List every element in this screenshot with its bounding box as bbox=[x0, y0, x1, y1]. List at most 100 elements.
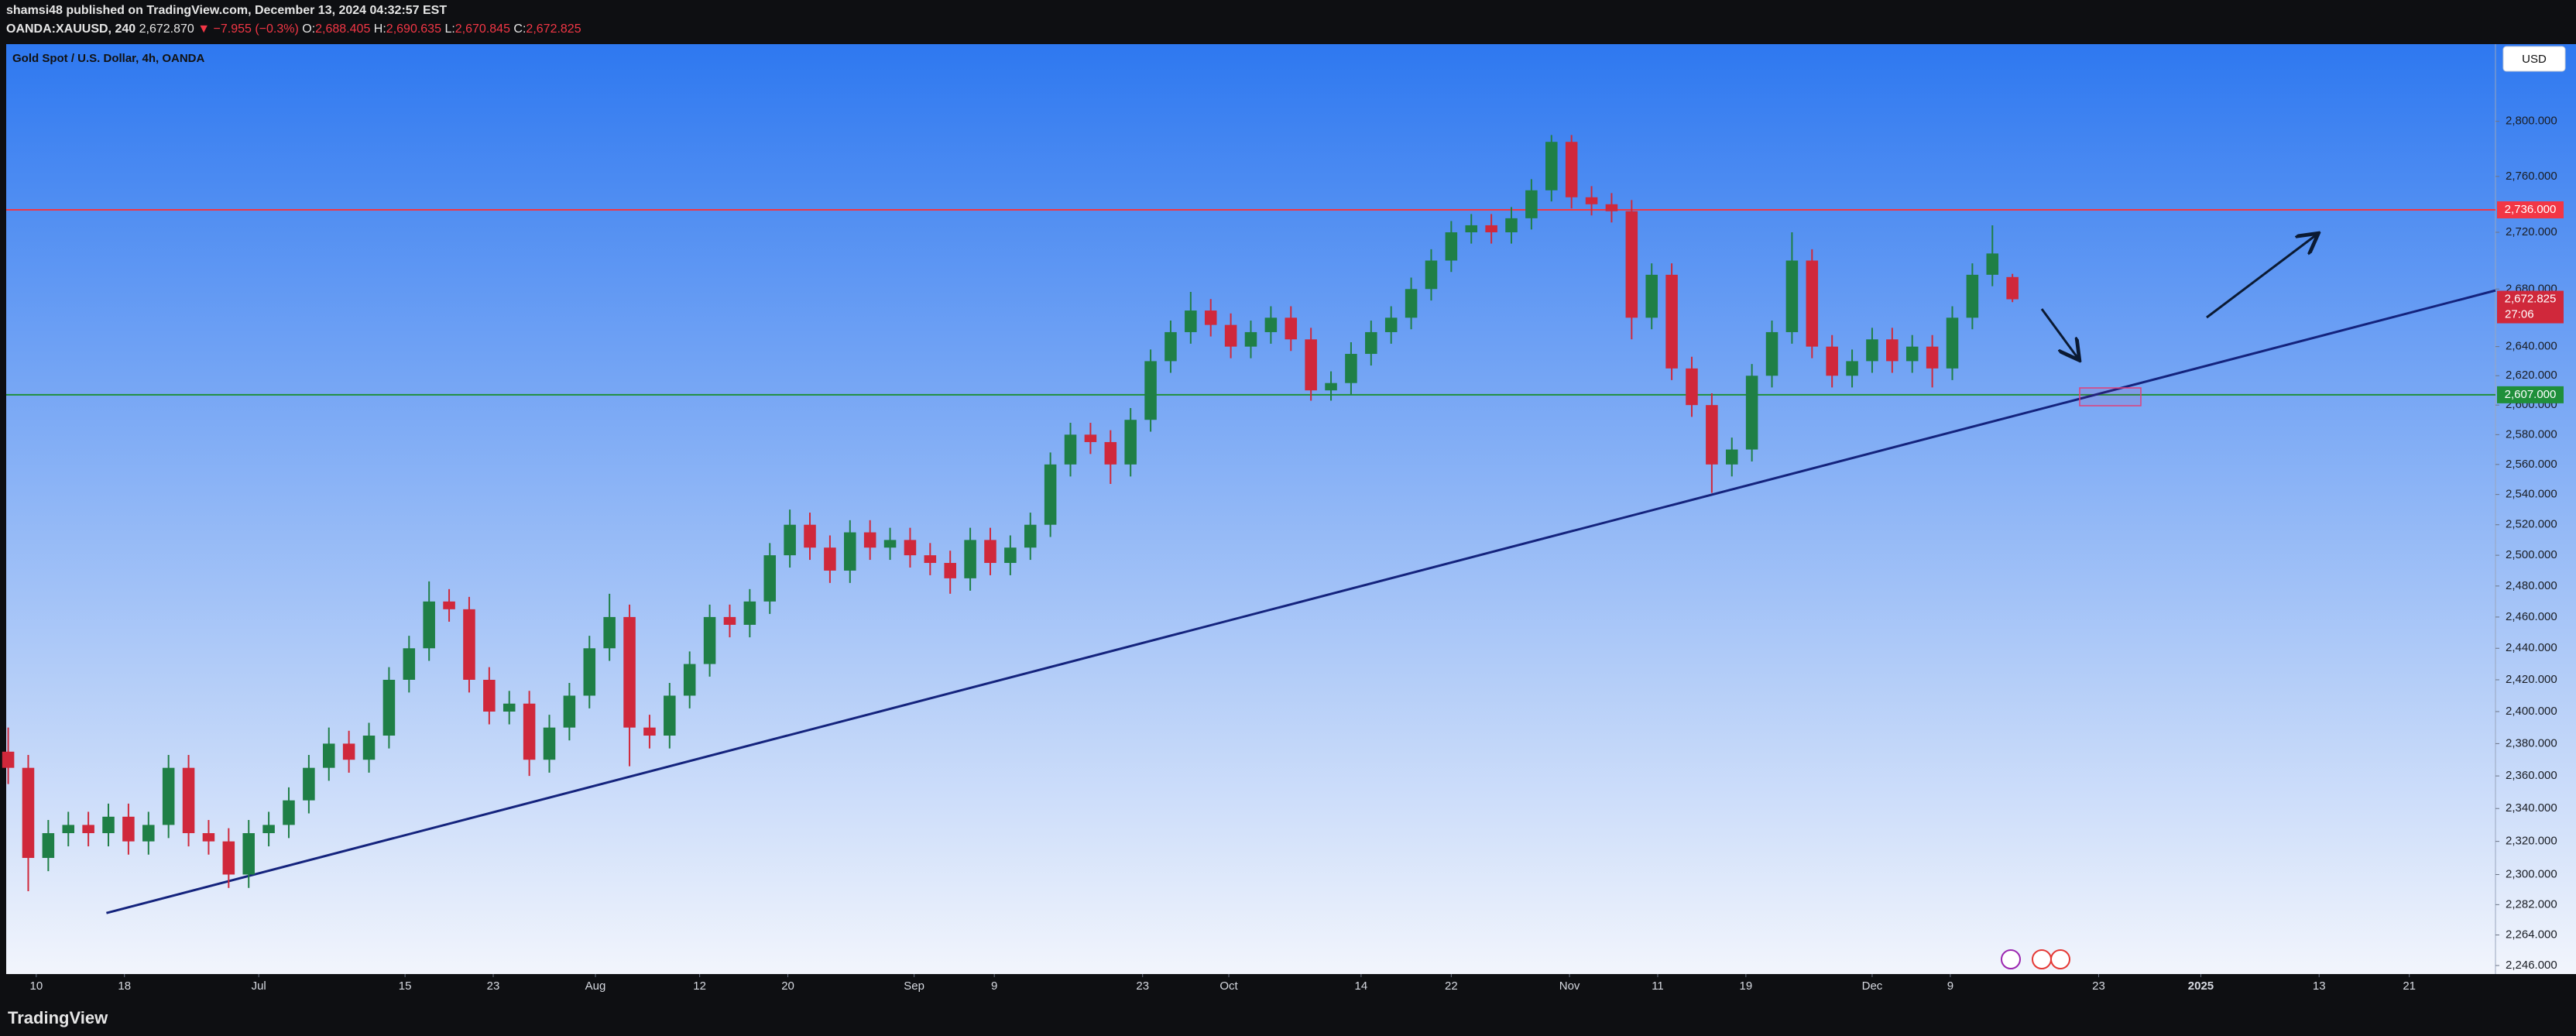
currency-button[interactable] bbox=[2502, 46, 2566, 72]
y-tick-label: 2,360.000 bbox=[2506, 769, 2557, 782]
flag-icon[interactable] bbox=[2050, 949, 2070, 969]
open-value: 2,688.405 bbox=[315, 22, 371, 36]
candle-body bbox=[1765, 331, 1779, 376]
author-line-text: shamsi48 published on TradingView.com, D… bbox=[6, 4, 448, 17]
current-price-badge bbox=[2497, 290, 2564, 324]
candle-body bbox=[1384, 317, 1398, 332]
candle-body bbox=[2006, 276, 2019, 300]
y-tick-label: 2,800.000 bbox=[2506, 115, 2557, 128]
top-bar: shamsi48 published on TradingView.com, D… bbox=[0, 0, 2576, 43]
up-arrow bbox=[2206, 235, 2317, 319]
candle-body bbox=[643, 727, 656, 736]
candle-body bbox=[1084, 434, 1097, 442]
candle-body bbox=[863, 532, 876, 548]
candle-body bbox=[1946, 317, 1959, 369]
candle-body bbox=[944, 563, 956, 578]
high-value: 2,690.635 bbox=[386, 22, 441, 36]
candle-body bbox=[82, 825, 94, 834]
symbol: OANDA:XAUUSD, 240 bbox=[6, 22, 136, 36]
candle-body bbox=[904, 540, 917, 556]
candle-body bbox=[1785, 260, 1799, 332]
candle-body bbox=[1686, 368, 1698, 406]
x-tick-label: Oct bbox=[1219, 979, 1238, 993]
y-tick-label: 2,246.000 bbox=[2506, 959, 2557, 972]
flag-icon[interactable] bbox=[2032, 949, 2052, 969]
candle-body bbox=[1565, 142, 1578, 197]
y-tick-label: 2,480.000 bbox=[2506, 579, 2557, 592]
candle-body bbox=[563, 695, 576, 728]
candle-body bbox=[1024, 524, 1037, 548]
x-tick-label: Nov bbox=[1559, 979, 1580, 993]
plot-layer bbox=[2, 135, 2496, 914]
plot-background bbox=[6, 44, 2576, 974]
candle-body bbox=[1585, 197, 1598, 204]
x-tick-label: 18 bbox=[118, 979, 131, 993]
candle-body bbox=[1986, 253, 1999, 275]
trendline bbox=[106, 289, 2496, 914]
x-tick-label: 22 bbox=[1445, 979, 1458, 993]
candle-body bbox=[1345, 354, 1357, 383]
candle-body bbox=[1185, 310, 1197, 332]
candle-body bbox=[1866, 339, 1878, 362]
candle-body bbox=[523, 703, 536, 760]
level-badge bbox=[2497, 386, 2564, 403]
candle-body bbox=[1144, 361, 1157, 420]
candle-body bbox=[443, 601, 455, 609]
legend-title: Gold Spot / U.S. Dollar, 4h, OANDA bbox=[12, 52, 205, 65]
candle-body bbox=[423, 601, 435, 649]
candle-body bbox=[623, 616, 636, 728]
currency-label[interactable]: USD bbox=[2522, 53, 2547, 66]
candle-body bbox=[503, 703, 516, 712]
candle-body bbox=[924, 555, 937, 564]
candle-body bbox=[1525, 190, 1538, 218]
candle-body bbox=[262, 825, 275, 834]
event-icon[interactable] bbox=[2001, 949, 2021, 969]
x-tick-label: 15 bbox=[399, 979, 412, 993]
y-tick-label: 2,720.000 bbox=[2506, 225, 2557, 238]
candle-body bbox=[1004, 547, 1017, 564]
candle-body bbox=[743, 601, 756, 625]
candle-body bbox=[1966, 274, 1979, 318]
candle-body bbox=[1665, 274, 1678, 369]
x-tick-label: Sep bbox=[904, 979, 924, 993]
candle-body bbox=[1485, 225, 1497, 233]
y-tick-label: 2,282.000 bbox=[2506, 897, 2557, 911]
y-tick-label: 2,300.000 bbox=[2506, 867, 2557, 880]
candle-body bbox=[763, 555, 777, 602]
candle-body bbox=[342, 743, 355, 760]
candle-body bbox=[142, 825, 155, 842]
x-tick-label: Dec bbox=[1862, 979, 1883, 993]
low-value: 2,670.845 bbox=[454, 22, 510, 36]
x-tick-label: 14 bbox=[1355, 979, 1368, 993]
candle-body bbox=[242, 833, 255, 875]
candle-body bbox=[543, 727, 556, 760]
candle-body bbox=[1365, 331, 1377, 355]
x-tick-label: 21 bbox=[2403, 979, 2416, 993]
candle-body bbox=[222, 841, 235, 875]
candle-body bbox=[1165, 331, 1177, 362]
candle-body bbox=[463, 609, 475, 680]
candle-body bbox=[1325, 382, 1337, 391]
candle-body bbox=[664, 695, 676, 736]
level-badge-label: 2,736.000 bbox=[2505, 203, 2557, 216]
y-tick-label: 2,380.000 bbox=[2506, 736, 2557, 750]
candle-body bbox=[1445, 232, 1458, 261]
candle-body bbox=[42, 833, 55, 859]
candle-body bbox=[1044, 464, 1057, 525]
y-tick-label: 2,520.000 bbox=[2506, 518, 2557, 531]
candle-body bbox=[362, 736, 376, 760]
target-box bbox=[2079, 387, 2142, 407]
y-tick-label: 2,460.000 bbox=[2506, 610, 2557, 623]
candle-body bbox=[1285, 317, 1298, 340]
candle-body bbox=[583, 648, 596, 696]
y-tick-label: 2,340.000 bbox=[2506, 801, 2557, 815]
candle-body bbox=[683, 664, 696, 696]
candle-body bbox=[1625, 211, 1638, 318]
candle-body bbox=[1826, 346, 1838, 376]
candle-body bbox=[824, 547, 836, 571]
down-arrow bbox=[2040, 308, 2078, 358]
candle-body bbox=[403, 648, 416, 680]
x-tick-label: 23 bbox=[1136, 979, 1149, 993]
author-line: shamsi48 published on TradingView.com, D… bbox=[6, 4, 447, 18]
candle-body bbox=[1224, 324, 1237, 347]
